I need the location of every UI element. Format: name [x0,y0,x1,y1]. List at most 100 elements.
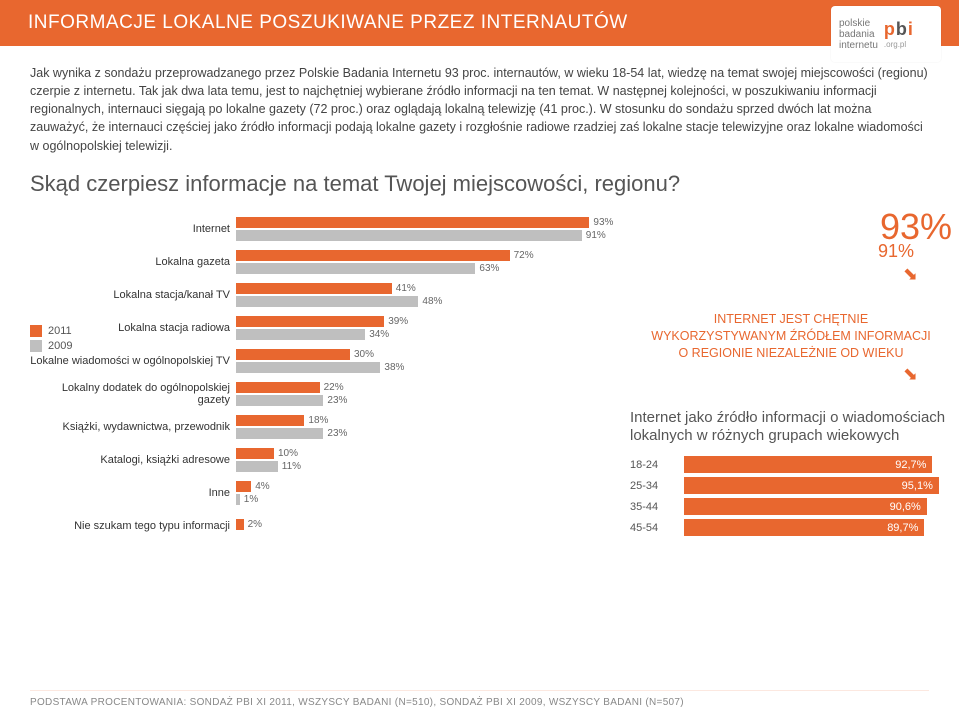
bar-row: 23% [236,428,616,439]
highlight-big-pct: 93% [630,211,952,243]
bar-row: 2% [236,519,616,530]
age-chart: 18-24 92,7% 25-34 95,1% 35-44 90,6% 45-54 89,7% [630,456,952,536]
bar [236,283,392,294]
bar [236,448,274,459]
logo-line3: internetu [839,40,878,51]
logo-text: polskie badania internetu [839,18,878,51]
logo-line2: badania [839,29,878,40]
bar-value: 38% [384,362,404,373]
age-row: 25-34 95,1% [630,477,952,494]
bar [236,329,365,340]
charts-grid: InternetLokalna gazetaLokalna stacja/kan… [30,211,929,540]
bar [236,296,418,307]
age-bar: 89,7% [684,519,924,536]
bar-row: 38% [236,362,616,373]
bar-value: 23% [327,395,347,406]
logo-mark: p b i .org.pl [884,19,913,49]
header-bar: INFORMACJE LOKALNE POSZUKIWANE PRZEZ INT… [0,0,959,46]
bar-row: 34% [236,329,616,340]
age-bar-wrap: 92,7% [684,456,952,473]
legend-label: 2009 [48,340,72,352]
logo-domain: .org.pl [884,40,913,49]
bar-value: 41% [396,283,416,294]
bar [236,362,380,373]
bar-value: 63% [479,263,499,274]
bar [236,395,323,406]
bar-value: 91% [586,230,606,241]
bar-value: 72% [514,250,534,261]
bar [236,494,240,505]
bar-pair: 30%38% [236,347,616,375]
age-label: 25-34 [630,480,674,492]
bar-value: 48% [422,296,442,307]
bar-value: 39% [388,316,408,327]
age-label: 18-24 [630,459,674,471]
intro-text: Jak wynika z sondażu przeprowadzanego pr… [30,64,929,155]
bar-row: 91% [236,230,616,241]
bar [236,349,350,360]
age-bar-wrap: 89,7% [684,519,952,536]
bar [236,263,475,274]
bar-pair: 4%1% [236,479,616,507]
content-area: Jak wynika z sondażu przeprowadzanego pr… [0,46,959,540]
bar-pair: 72% 63% [236,248,616,276]
age-bar-wrap: 95,1% [684,477,952,494]
highlight-sub-pct: 91% [630,241,914,262]
logo-letter-i: i [908,19,913,40]
bar-chart: 93%91%72%63%41%48%39%34%30%38%22%23%18%2… [236,211,616,540]
legend: 20112009 [30,325,72,352]
bar-row: 10% [236,448,616,459]
bar-category-label: Katalogi, książki adresowe [30,446,230,474]
bar-row: 11% [236,461,616,472]
bar [236,481,251,492]
bar-row: 18% [236,415,616,426]
bar [236,217,589,228]
age-bar-wrap: 90,6% [684,498,952,515]
age-chart-title: Internet jako źródło informacji o wiadom… [630,409,952,447]
logo-line1: polskie [839,18,878,29]
footer: PODSTAWA PROCENTOWANIA: SONDAŻ PBI XI 20… [0,681,959,718]
bar-row: 1% [236,494,616,505]
bar-value: 22% [324,382,344,393]
bar-category-label: Internet [30,215,230,243]
bar-row: 39% [236,316,616,327]
bar-pair: 18%23% [236,413,616,441]
bar-row: 4% [236,481,616,492]
bar-row: 23% [236,395,616,406]
bar-value: 10% [278,448,298,459]
brand-logo: polskie badania internetu p b i .org.pl [831,6,941,62]
bar-value: 11% [282,461,301,472]
bar [236,415,304,426]
bar-pair: 41% 48% [236,281,616,309]
bar-category-label: Nie szukam tego typu informacji [30,512,230,540]
bar-row: 93% [236,217,616,228]
bar-row: 48% [236,296,616,307]
age-label: 35-44 [630,501,674,513]
age-value: 92,7% [895,456,926,473]
age-value: 95,1% [902,477,933,494]
bar-category-label: Książki, wydawnictwa, przewodnik [30,413,230,441]
age-row: 45-54 89,7% [630,519,952,536]
legend-swatch [30,340,42,352]
age-bar: 90,6% [684,498,927,515]
bar-labels-col: InternetLokalna gazetaLokalna stacja/kan… [30,211,230,540]
bar-pair: 39%34% [236,314,616,342]
age-label: 45-54 [630,522,674,534]
bar [236,519,244,530]
bar-value: 93% [593,217,613,228]
bar [236,428,323,439]
bar [236,316,384,327]
question-subhead: Skąd czerpiesz informacje na temat Twoje… [30,171,929,197]
bar-value: 18% [308,415,328,426]
bar-value: 34% [369,329,389,340]
bar-row: 30% [236,349,616,360]
bar-row: 72% [236,250,616,261]
bar-value: 1% [244,494,258,505]
bar-pair: 2% [236,512,616,540]
footer-text: PODSTAWA PROCENTOWANIA: SONDAŻ PBI XI 20… [30,690,929,708]
page-title: INFORMACJE LOKALNE POSZUKIWANE PRZEZ INT… [28,12,628,34]
logo-letter-b: b [896,19,907,40]
arrow-icon: ⬊ [630,364,918,385]
bar-pair: 22%23% [236,380,616,408]
arrow-icon: ⬊ [630,264,918,285]
